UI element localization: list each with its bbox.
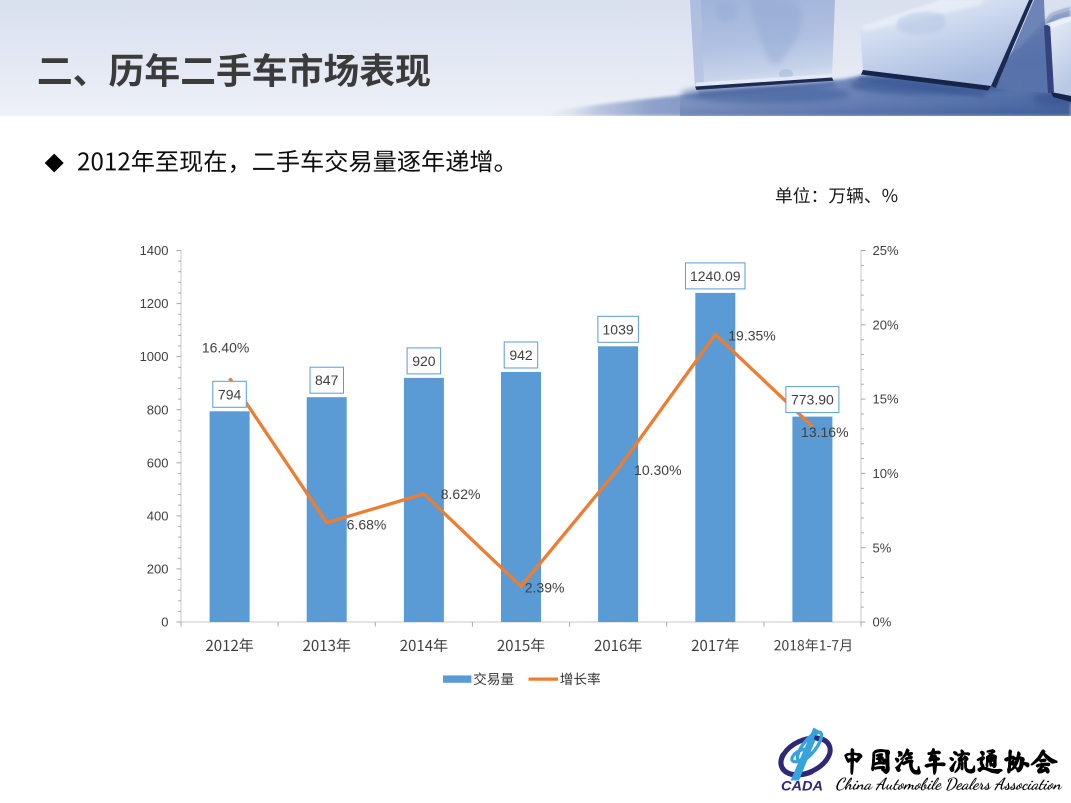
svg-text:794: 794 [218,386,242,402]
svg-text:10%: 10% [873,466,899,481]
svg-text:0%: 0% [873,615,892,630]
svg-text:16.40%: 16.40% [202,340,249,356]
svg-text:1039: 1039 [603,321,634,337]
svg-text:13.16%: 13.16% [801,424,848,440]
svg-text:10.30%: 10.30% [634,462,681,478]
svg-text:5%: 5% [873,540,892,555]
svg-text:2.39%: 2.39% [525,580,565,596]
svg-text:1240.09: 1240.09 [690,268,741,284]
svg-text:920: 920 [412,353,436,369]
svg-text:600: 600 [147,455,169,470]
svg-text:847: 847 [315,372,339,388]
svg-text:20%: 20% [873,317,899,332]
svg-text:15%: 15% [873,392,899,407]
svg-text:942: 942 [509,347,533,363]
svg-text:6.68%: 6.68% [347,517,387,533]
svg-text:0: 0 [161,615,168,630]
svg-text:25%: 25% [873,243,899,258]
svg-text:1400: 1400 [140,243,169,258]
svg-text:773.90: 773.90 [791,392,834,408]
svg-text:1200: 1200 [140,296,169,311]
svg-text:CADA: CADA [781,778,823,794]
svg-text:1000: 1000 [140,349,169,364]
svg-text:19.35%: 19.35% [728,328,775,344]
svg-text:200: 200 [147,562,169,577]
svg-text:8.62%: 8.62% [441,486,481,502]
svg-text:400: 400 [147,509,169,524]
svg-text:800: 800 [147,402,169,417]
